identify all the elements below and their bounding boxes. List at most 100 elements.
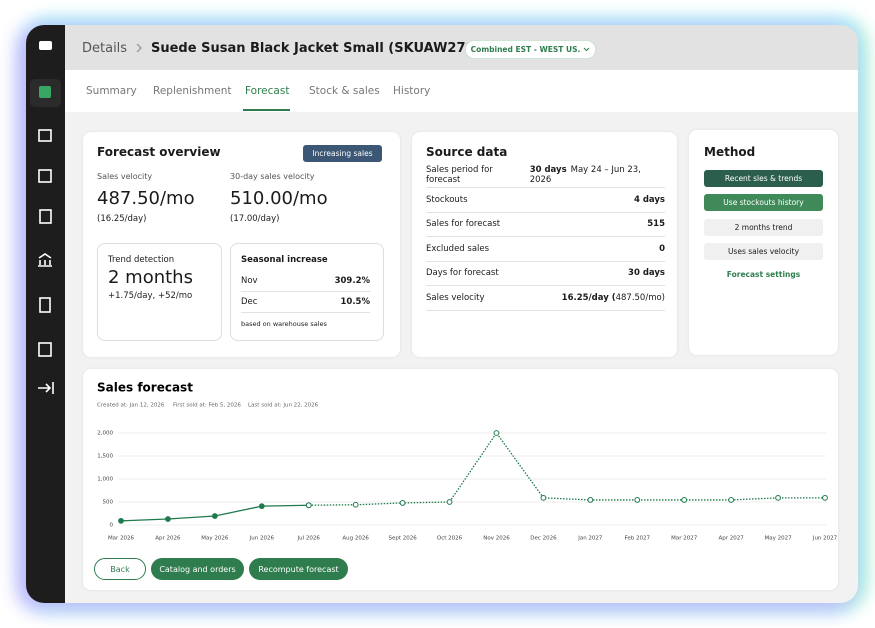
data-row: Stockouts 4 days: [426, 188, 665, 213]
method-option[interactable]: Uses sales velocity: [704, 243, 823, 260]
x-tick-label: Jan 2027: [577, 536, 603, 542]
y-tick-label: 1,500: [97, 454, 113, 460]
x-tick-label: Mar 2027: [671, 536, 698, 542]
method-option[interactable]: Recent sles & trends: [704, 170, 823, 187]
data-point: [728, 497, 735, 503]
region-selector[interactable]: Combined EST - WEST US.: [465, 40, 596, 59]
chevron: [136, 43, 142, 53]
trend-value: 2 months: [108, 267, 193, 288]
chart-annotation: Created at: Jan 12, 2026: [97, 403, 165, 409]
data-row: Sales period for forecast 30 days May 24 –…: [426, 163, 665, 188]
tab-underline: [243, 109, 290, 111]
chart-annotation: Last sold at: Jun 22, 2026: [248, 403, 319, 409]
data-point: [118, 517, 124, 524]
increase: 309.2%: [334, 275, 370, 286]
data-point: [305, 502, 312, 509]
x-tick-label: May 2027: [765, 536, 793, 542]
month: Dec: [241, 296, 258, 307]
row-label: Sales velocity: [426, 292, 485, 303]
data-point: [822, 494, 828, 501]
row-label: Sales for forecast: [426, 219, 501, 229]
card-title: Method: [704, 145, 756, 159]
chart-annotation: First sold at: Feb 5, 2026: [173, 403, 241, 409]
x-tick-label: Nov 2026: [483, 536, 510, 542]
y-tick-label: 500: [103, 500, 114, 506]
forecast-overview-card: Forecast overview Increasing sales Sales…: [83, 132, 400, 357]
x-tick-label: Jul 2026: [297, 536, 321, 542]
data-point: [446, 499, 453, 505]
x-tick-label: Feb 2027: [625, 536, 651, 542]
tab[interactable]: History: [393, 85, 431, 97]
tab-active[interactable]: Forecast: [245, 85, 290, 97]
x-tick-label: Jun 2027: [812, 536, 838, 542]
y-tick-label: 1,000: [97, 477, 113, 483]
badge: Increasing sales: [303, 145, 382, 162]
x-tick-label: Aug 2026: [342, 536, 369, 542]
tab[interactable]: Replenishment: [153, 85, 232, 97]
metric-sub: (17.00/day): [230, 214, 280, 224]
card-title: Forecast overview: [97, 145, 221, 159]
method-option[interactable]: Use stockouts history: [704, 194, 823, 211]
region-label: Combined EST - WEST US.: [470, 45, 581, 54]
data-point: [211, 513, 218, 519]
x-tick-label: May 2026: [201, 536, 229, 542]
trend-box: Trend detection 2 months +1.75/day, +52/…: [97, 243, 222, 341]
x-tick-label: Dec 2026: [530, 536, 557, 542]
data-point: [399, 500, 406, 506]
card-title: Source data: [426, 145, 508, 159]
method-card: Method Recent sles & trends Use stockout…: [689, 130, 838, 355]
data-point: [775, 494, 781, 501]
data-row: Sales for forecast 515: [426, 212, 665, 237]
x-tick-label: Jun 2026: [249, 536, 275, 542]
row-value: 30 days: [628, 268, 665, 278]
data-row: Days for forecast 30 days: [426, 261, 665, 286]
row-value: 30 days: [529, 165, 567, 175]
back-button[interactable]: Back: [94, 558, 146, 580]
app-window: Details Suede Susan Black Jacket Small (…: [26, 25, 858, 603]
sidebar-icons: [30, 41, 61, 394]
settings-link[interactable]: Forecast settings: [726, 270, 801, 279]
x-tick-label: Oct 2026: [437, 536, 463, 542]
data-point: [540, 494, 547, 501]
tab[interactable]: Stock & sales: [309, 85, 380, 97]
x-tick-label: Sept 2026: [388, 536, 417, 542]
method-option[interactable]: 2 months trend: [704, 219, 823, 236]
catalog-button[interactable]: Catalog and orders: [151, 558, 244, 580]
tab[interactable]: Summary: [86, 85, 137, 97]
month: Nov: [241, 275, 258, 286]
metric-label: Sales velocity: [97, 172, 153, 181]
chart: Sales forecast Created at: Jan 12, 2026 …: [97, 381, 838, 542]
seasonal-row: Dec 10.5%: [241, 291, 370, 313]
row-label: Sales period for forecast: [426, 165, 493, 185]
tab-bar: Summary Replenishment Forecast Stock & s…: [65, 70, 858, 112]
recompute-button[interactable]: Recompute forecast: [249, 558, 348, 580]
breadcrumb[interactable]: Details: [82, 41, 128, 56]
row-label: Days for forecast: [426, 268, 499, 278]
data-point: [587, 497, 594, 503]
sales-forecast-card: Sales forecast Created at: Jan 12, 2026 …: [83, 369, 838, 590]
row-value: 16.25/day (: [561, 292, 616, 303]
row-value: 4 days: [633, 194, 665, 205]
source-data-card: Source data Sales period for forecast 30 …: [412, 132, 677, 357]
data-row: Excluded sales 0: [426, 237, 665, 262]
x-tick-label: Mar 2026: [108, 536, 135, 542]
data-point: [165, 516, 171, 522]
metric-value: 510.00/mo: [230, 188, 328, 209]
data-point: [634, 497, 641, 503]
seasonal-title: Seasonal increase: [241, 255, 328, 265]
header: Details Suede Susan Black Jacket Small (…: [65, 25, 858, 70]
data-point: [352, 501, 359, 508]
seasonal-row: Nov 309.2%: [241, 270, 370, 292]
chart-title: Sales forecast: [97, 381, 193, 395]
data-point: [493, 430, 500, 436]
series-line: [308, 431, 825, 506]
row-detail: 487.50/mo): [615, 292, 665, 303]
row-detail: May 24 – Jun 23, 2026: [529, 165, 641, 185]
y-tick-label: 2,000: [97, 431, 113, 437]
metric-label: 30-day sales velocity: [230, 172, 315, 181]
sidebar: [26, 25, 65, 603]
metric-sub: (16.25/day): [97, 214, 147, 224]
product-title: Suede Susan Black Jacket Small (SKUAW27S…: [151, 41, 504, 56]
data-point: [681, 497, 688, 503]
